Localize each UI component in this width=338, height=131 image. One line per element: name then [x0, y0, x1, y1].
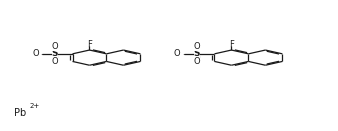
Text: −: −: [40, 52, 46, 58]
Text: O: O: [174, 49, 180, 58]
Text: O: O: [52, 57, 58, 66]
Text: O: O: [32, 49, 39, 58]
Text: O: O: [194, 42, 200, 51]
Text: S: S: [194, 49, 200, 58]
Text: Pb: Pb: [14, 108, 26, 118]
Text: −: −: [182, 52, 188, 58]
Text: S: S: [52, 49, 58, 58]
Text: O: O: [194, 57, 200, 66]
Text: 2+: 2+: [30, 103, 40, 109]
Text: F: F: [87, 40, 92, 49]
Text: F: F: [229, 40, 234, 49]
Text: O: O: [52, 42, 58, 51]
